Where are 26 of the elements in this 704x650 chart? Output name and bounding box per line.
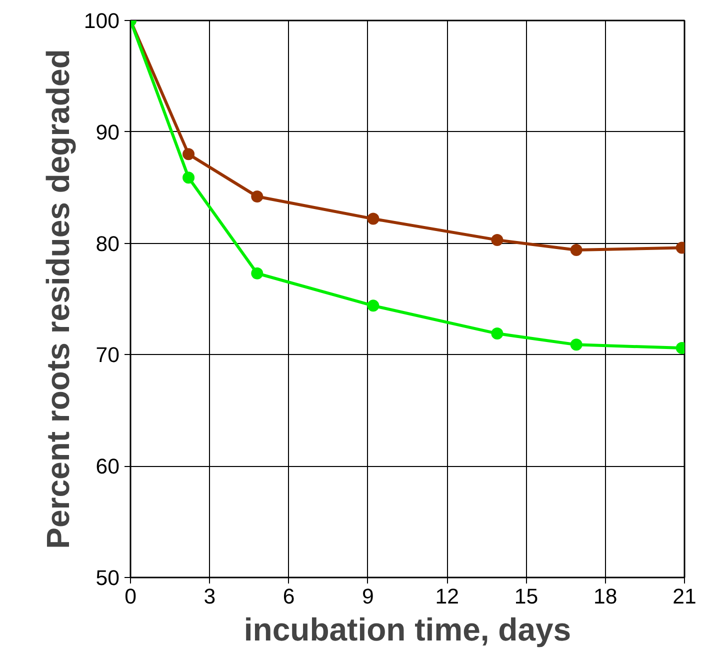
x-tick-label: 3: [204, 584, 216, 608]
x-tick-label: 21: [672, 584, 696, 608]
point: [367, 212, 380, 225]
point: [570, 244, 582, 256]
x-tick-label: 18: [593, 584, 618, 608]
y-tick-label: 60: [96, 454, 120, 479]
point: [251, 267, 264, 280]
point: [182, 172, 195, 184]
point: [367, 300, 380, 312]
y-tick-label: 50: [96, 566, 120, 590]
x-tick-label: 9: [362, 584, 374, 608]
point: [251, 190, 264, 202]
x-tick-label: 6: [282, 584, 295, 608]
x-tick-label: 0: [124, 584, 137, 608]
x-tick-label: 12: [435, 584, 459, 608]
y-tick-label: 100: [84, 9, 120, 33]
x-axis-title: incubation time, days: [244, 612, 572, 648]
y-axis-title: Percent roots residues degraded: [40, 49, 76, 549]
y-tick-label: 70: [96, 343, 120, 368]
y-tick-label: 90: [96, 120, 120, 144]
y-tick-label: 80: [96, 232, 120, 256]
point: [182, 148, 195, 160]
point: [491, 328, 504, 340]
point: [491, 234, 504, 246]
point: [570, 338, 582, 351]
x-tick-label: 15: [514, 584, 538, 608]
